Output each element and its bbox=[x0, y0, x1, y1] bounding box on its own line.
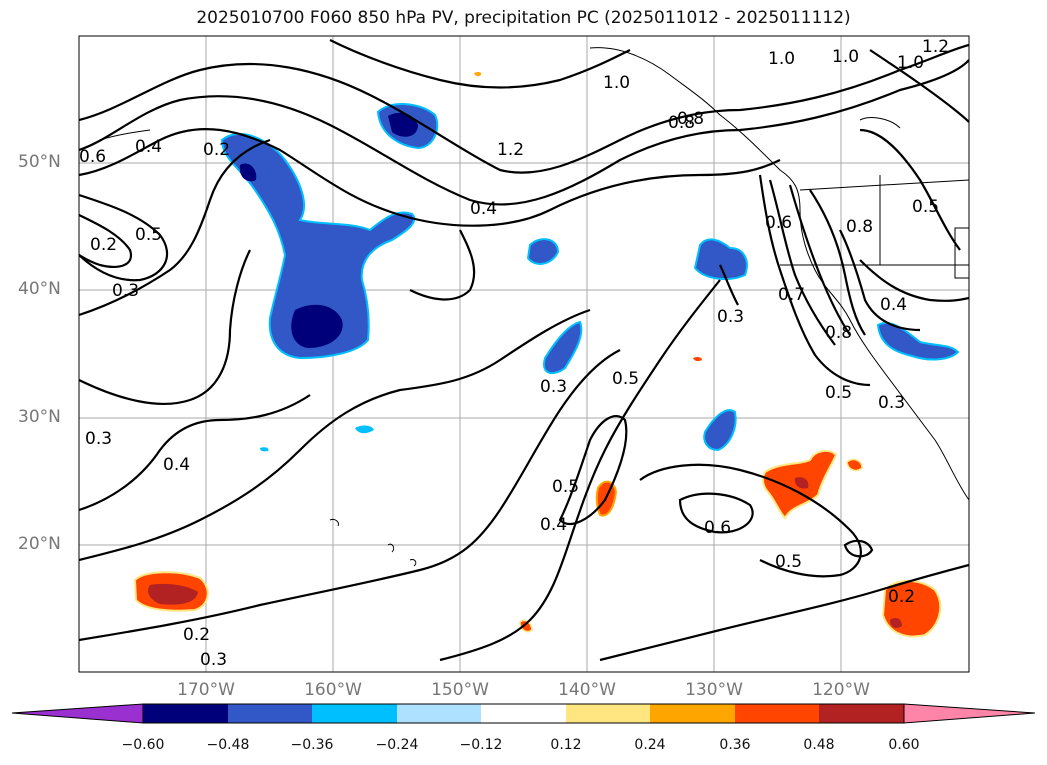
contour-label: 0.5 bbox=[135, 225, 162, 245]
contour-label: 0.6 bbox=[79, 147, 106, 167]
lon-label: 170°W bbox=[177, 680, 235, 700]
colorbar-tick: −0.24 bbox=[375, 737, 419, 753]
colorbar-tick: 0.24 bbox=[634, 737, 666, 753]
precip-negative-areas bbox=[220, 103, 960, 452]
precip-core-east-warm bbox=[794, 477, 809, 489]
contour-label: 0.6 bbox=[765, 213, 792, 233]
precip-speck-2 bbox=[260, 447, 269, 452]
precip-core-west-north bbox=[239, 163, 257, 182]
colorbar-tick: −0.12 bbox=[459, 737, 503, 753]
map-frame bbox=[78, 35, 970, 673]
contour-labels: 0.6 0.4 0.2 0.5 0.2 0.3 1.2 1.0 1.0 1.0 … bbox=[79, 37, 949, 670]
contour-label: 0.3 bbox=[717, 307, 744, 327]
colorbar-tick: −0.48 bbox=[206, 737, 250, 753]
colorbar-tick: −0.60 bbox=[121, 737, 165, 753]
contour-label: 0.2 bbox=[90, 235, 117, 255]
contour-label: 0.4 bbox=[470, 199, 497, 219]
gridlines bbox=[79, 36, 969, 672]
precip-speck-warm-4 bbox=[474, 71, 482, 77]
contour-label: 0.3 bbox=[878, 393, 905, 413]
contour-label: 0.3 bbox=[85, 429, 112, 449]
figure-title: 2025010700 F060 850 hPa PV, precipitatio… bbox=[196, 8, 851, 28]
contour-label: 0.8 bbox=[846, 217, 873, 237]
contour-label: 1.0 bbox=[768, 49, 795, 69]
contour-label: 0.3 bbox=[112, 281, 139, 301]
colorbar-extend-high bbox=[903, 703, 1036, 724]
lon-label: 160°W bbox=[304, 680, 362, 700]
contour-label: 0.6 bbox=[704, 518, 731, 538]
precip-blob-east bbox=[693, 238, 748, 281]
colorbar-bin bbox=[566, 704, 650, 723]
precip-positive-areas bbox=[133, 71, 942, 638]
colorbar-bin bbox=[228, 704, 312, 723]
contour-label: 0.5 bbox=[552, 477, 579, 497]
colorbar-tick: 0.12 bbox=[550, 737, 582, 753]
contour-label: 0.2 bbox=[203, 140, 230, 160]
contour-label: 0.8 bbox=[825, 323, 852, 343]
lat-label: 50°N bbox=[18, 152, 61, 172]
colorbar-bin bbox=[312, 704, 397, 723]
lat-label: 30°N bbox=[18, 407, 61, 427]
colorbar-tick: −0.36 bbox=[290, 737, 334, 753]
colorbar-bin bbox=[143, 704, 228, 723]
lon-label: 120°W bbox=[812, 680, 870, 700]
contour-label: 0.5 bbox=[912, 197, 939, 217]
lon-label: 150°W bbox=[431, 680, 489, 700]
contour-label: 1.0 bbox=[897, 53, 924, 73]
contour-label: 0.3 bbox=[540, 377, 567, 397]
contour-label: 0.2 bbox=[183, 625, 210, 645]
contour-label: 0.8 bbox=[668, 113, 695, 133]
contour-label: 1.2 bbox=[497, 140, 524, 160]
precip-speck-1 bbox=[355, 425, 374, 434]
contour-label: 0.3 bbox=[200, 650, 227, 670]
contour-label: 1.0 bbox=[603, 73, 630, 93]
precip-blob-west bbox=[220, 132, 416, 360]
coastlines bbox=[99, 47, 969, 567]
colorbar-extend-low bbox=[11, 703, 144, 724]
precip-blob-coast bbox=[876, 322, 960, 361]
contour-label: 0.2 bbox=[888, 587, 915, 607]
contour-label: 1.0 bbox=[832, 47, 859, 67]
contour-label: 0.5 bbox=[612, 369, 639, 389]
precip-blob-mid bbox=[526, 238, 560, 265]
lon-label: 130°W bbox=[685, 680, 743, 700]
precip-speck-warm-1 bbox=[846, 458, 863, 472]
colorbar-bin bbox=[481, 704, 566, 723]
precip-blob-south bbox=[703, 409, 737, 452]
precip-core-southwest bbox=[148, 583, 198, 605]
colorbar-bin bbox=[650, 704, 735, 723]
precip-core-southeast bbox=[890, 618, 902, 628]
contour-label: 1.2 bbox=[922, 37, 949, 57]
contour-label: 0.5 bbox=[825, 383, 852, 403]
lat-label: 20°N bbox=[18, 534, 61, 554]
pv-contours bbox=[79, 39, 969, 662]
lat-label: 40°N bbox=[18, 279, 61, 299]
contour-label: 0.4 bbox=[163, 455, 190, 475]
lon-label: 140°W bbox=[558, 680, 616, 700]
colorbar-tick: 0.48 bbox=[803, 737, 835, 753]
colorbar bbox=[11, 703, 1036, 724]
colorbar-tick: 0.60 bbox=[888, 737, 920, 753]
precip-core-west bbox=[291, 304, 343, 348]
colorbar-bin bbox=[397, 704, 481, 723]
contour-label: 0.4 bbox=[540, 515, 567, 535]
contour-label: 0.7 bbox=[778, 285, 805, 305]
precip-speck-warm-3 bbox=[693, 356, 702, 362]
colorbar-bin bbox=[735, 704, 819, 723]
contour-label: 0.5 bbox=[775, 552, 802, 572]
colorbar-tick: 0.36 bbox=[719, 737, 751, 753]
contour-label: 0.8 bbox=[677, 109, 704, 129]
contour-label: 0.4 bbox=[135, 137, 162, 157]
precip-core-aleutian bbox=[388, 112, 418, 137]
contour-label: 0.4 bbox=[880, 295, 907, 315]
colorbar-bin bbox=[819, 704, 904, 723]
precip-blob-diag bbox=[543, 320, 583, 375]
